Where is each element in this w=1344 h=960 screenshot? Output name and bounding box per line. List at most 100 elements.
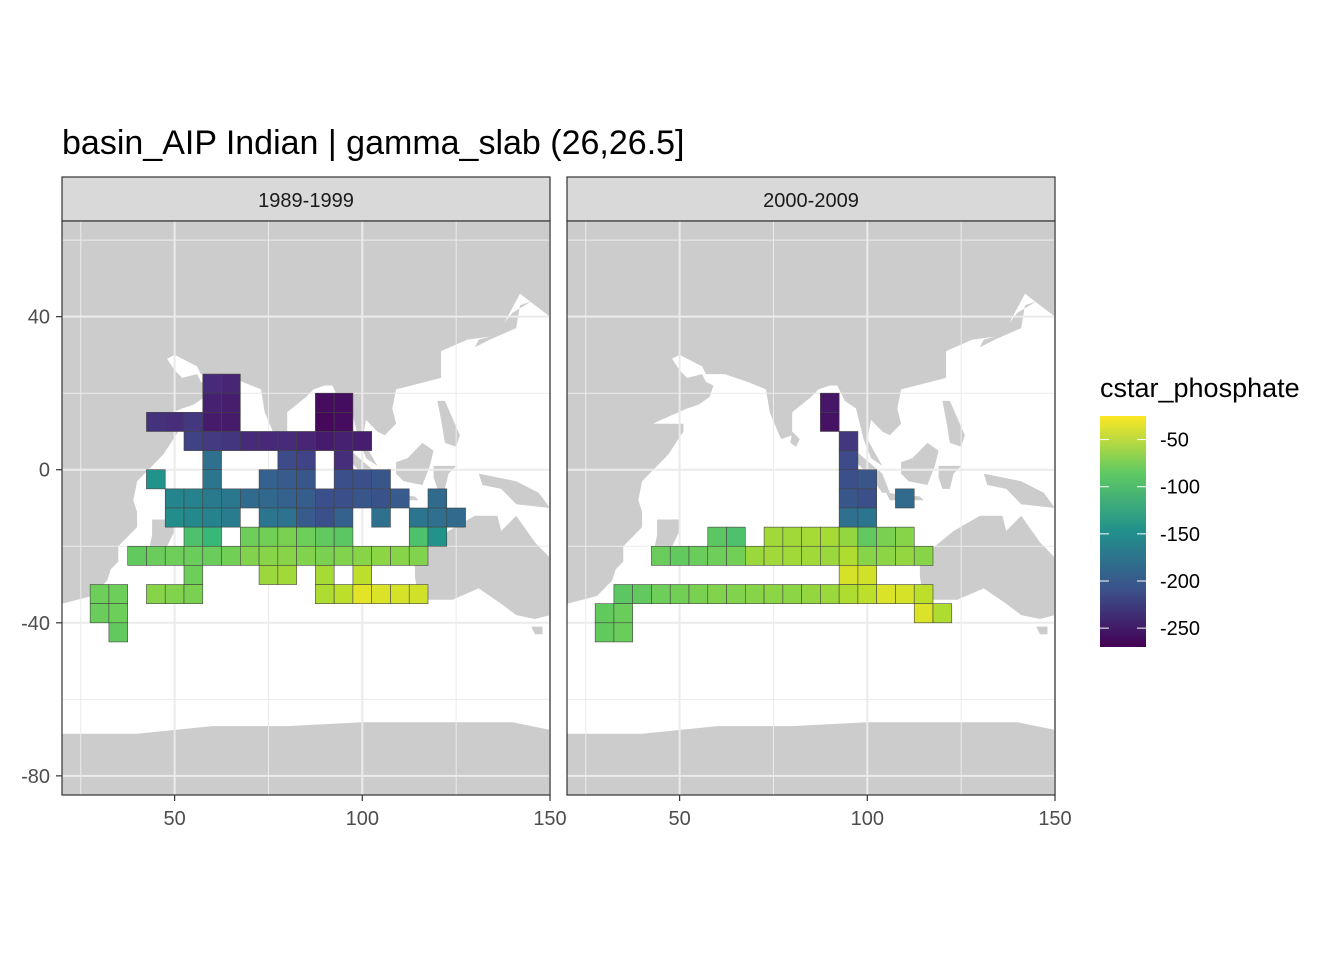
legend: cstar_phosphate -50 -100 -150 -200 -250 [1100,373,1300,647]
heatmap-tile [801,584,821,604]
heatmap-tile [277,545,297,566]
heatmap-tile [315,565,335,585]
heatmap-tile [89,584,110,604]
heatmap-tile [857,507,877,528]
x-tick-label: 150 [533,808,566,830]
heatmap-tile [613,603,633,624]
land-polygon [437,400,460,447]
heatmap-tile [857,565,877,585]
heatmap-tile [333,488,354,509]
heatmap-tile [688,584,709,604]
heatmap-tile [371,469,391,490]
heatmap-tile [333,507,354,528]
land-polygon [983,473,1055,508]
heatmap-tile [352,469,372,490]
heatmap-tile [221,431,241,451]
heatmap-tile [782,526,802,547]
heatmap-tile [202,545,222,566]
heatmap-tile [183,488,204,509]
heatmap-tile [857,488,877,509]
land-polygon [478,473,550,508]
heatmap-tile [838,507,859,528]
heatmap-tile [164,488,185,509]
heatmap-tile [390,545,410,566]
heatmap-tile [613,622,633,643]
heatmap-tile [333,392,354,413]
heatmap-tile [688,545,709,566]
heatmap-tile [333,584,354,604]
heatmap-tile [913,603,934,624]
heatmap-tile [352,431,372,451]
heatmap-tile [315,412,335,432]
heatmap-tile [820,392,840,413]
heatmap-tile [707,545,727,566]
heatmap-tile [838,565,859,585]
heatmap-tile [838,469,859,490]
heatmap-tile [315,584,335,604]
heatmap-tile [277,565,297,585]
heatmap-tile [932,603,953,624]
heatmap-tile [408,584,429,604]
heatmap-tile [838,450,859,471]
heatmap-tile [763,526,784,547]
heatmap-tile [857,469,877,490]
heatmap-tile [108,622,128,643]
heatmap-tile [164,545,185,566]
heatmap-tile [857,526,877,547]
y-tick-label: 0 [39,460,50,482]
heatmap-tile [913,584,934,604]
heatmap-tile [240,545,260,566]
heatmap-tile [296,469,316,490]
land-polygon [979,301,1037,348]
heatmap-tile [801,545,821,566]
heatmap-tile [277,488,297,509]
heatmap-tile [202,526,222,547]
heatmap-tile [801,526,821,547]
heatmap-tile [427,488,448,509]
heatmap-tile [427,526,448,547]
heatmap-tile [296,507,316,528]
heatmap-tile [258,488,279,509]
heatmap-tile [183,412,204,432]
x-tick-label: 100 [346,808,379,830]
heatmap-tile [913,545,934,566]
colorbar-label: -100 [1160,477,1200,499]
heatmap-tile [221,545,241,566]
heatmap-tile [315,526,335,547]
heatmap-tile [296,431,316,451]
heatmap-tile [820,412,840,432]
heatmap-tile [895,584,915,604]
heatmap-tile [707,584,727,604]
heatmap-tile [669,584,690,604]
heatmap-tile [745,584,765,604]
heatmap-tile [876,545,896,566]
facet-strip-1 [61,176,551,222]
heatmap-tile [183,507,204,528]
heatmap-tile [371,488,391,509]
heatmap-tile [183,584,204,604]
heatmap-tile [277,526,297,547]
heatmap-tile [895,488,915,509]
heatmap-tile [258,507,279,528]
heatmap-tile [613,584,633,604]
panel-1-border [61,220,551,796]
heatmap-tile [258,526,279,547]
facet-panel-2: 2000-2009 [566,176,1056,796]
heatmap-tile [164,507,185,528]
colorbar-label: -150 [1160,524,1200,546]
heatmap-tile [183,545,204,566]
heatmap-tile [315,507,335,528]
heatmap-tile [240,488,260,509]
chart-title: basin_AIP Indian | gamma_slab (26,26.5] [62,124,685,162]
heatmap-tile [408,507,429,528]
heatmap-tile [726,545,746,566]
heatmap-tile [408,526,429,547]
heatmap-tile [277,431,297,451]
heatmap-tile [876,526,896,547]
land-polygon [901,442,939,485]
colorbar [1100,416,1146,647]
heatmap-tile [838,488,859,509]
heatmap-tile [371,545,391,566]
heatmap-tile [221,488,241,509]
